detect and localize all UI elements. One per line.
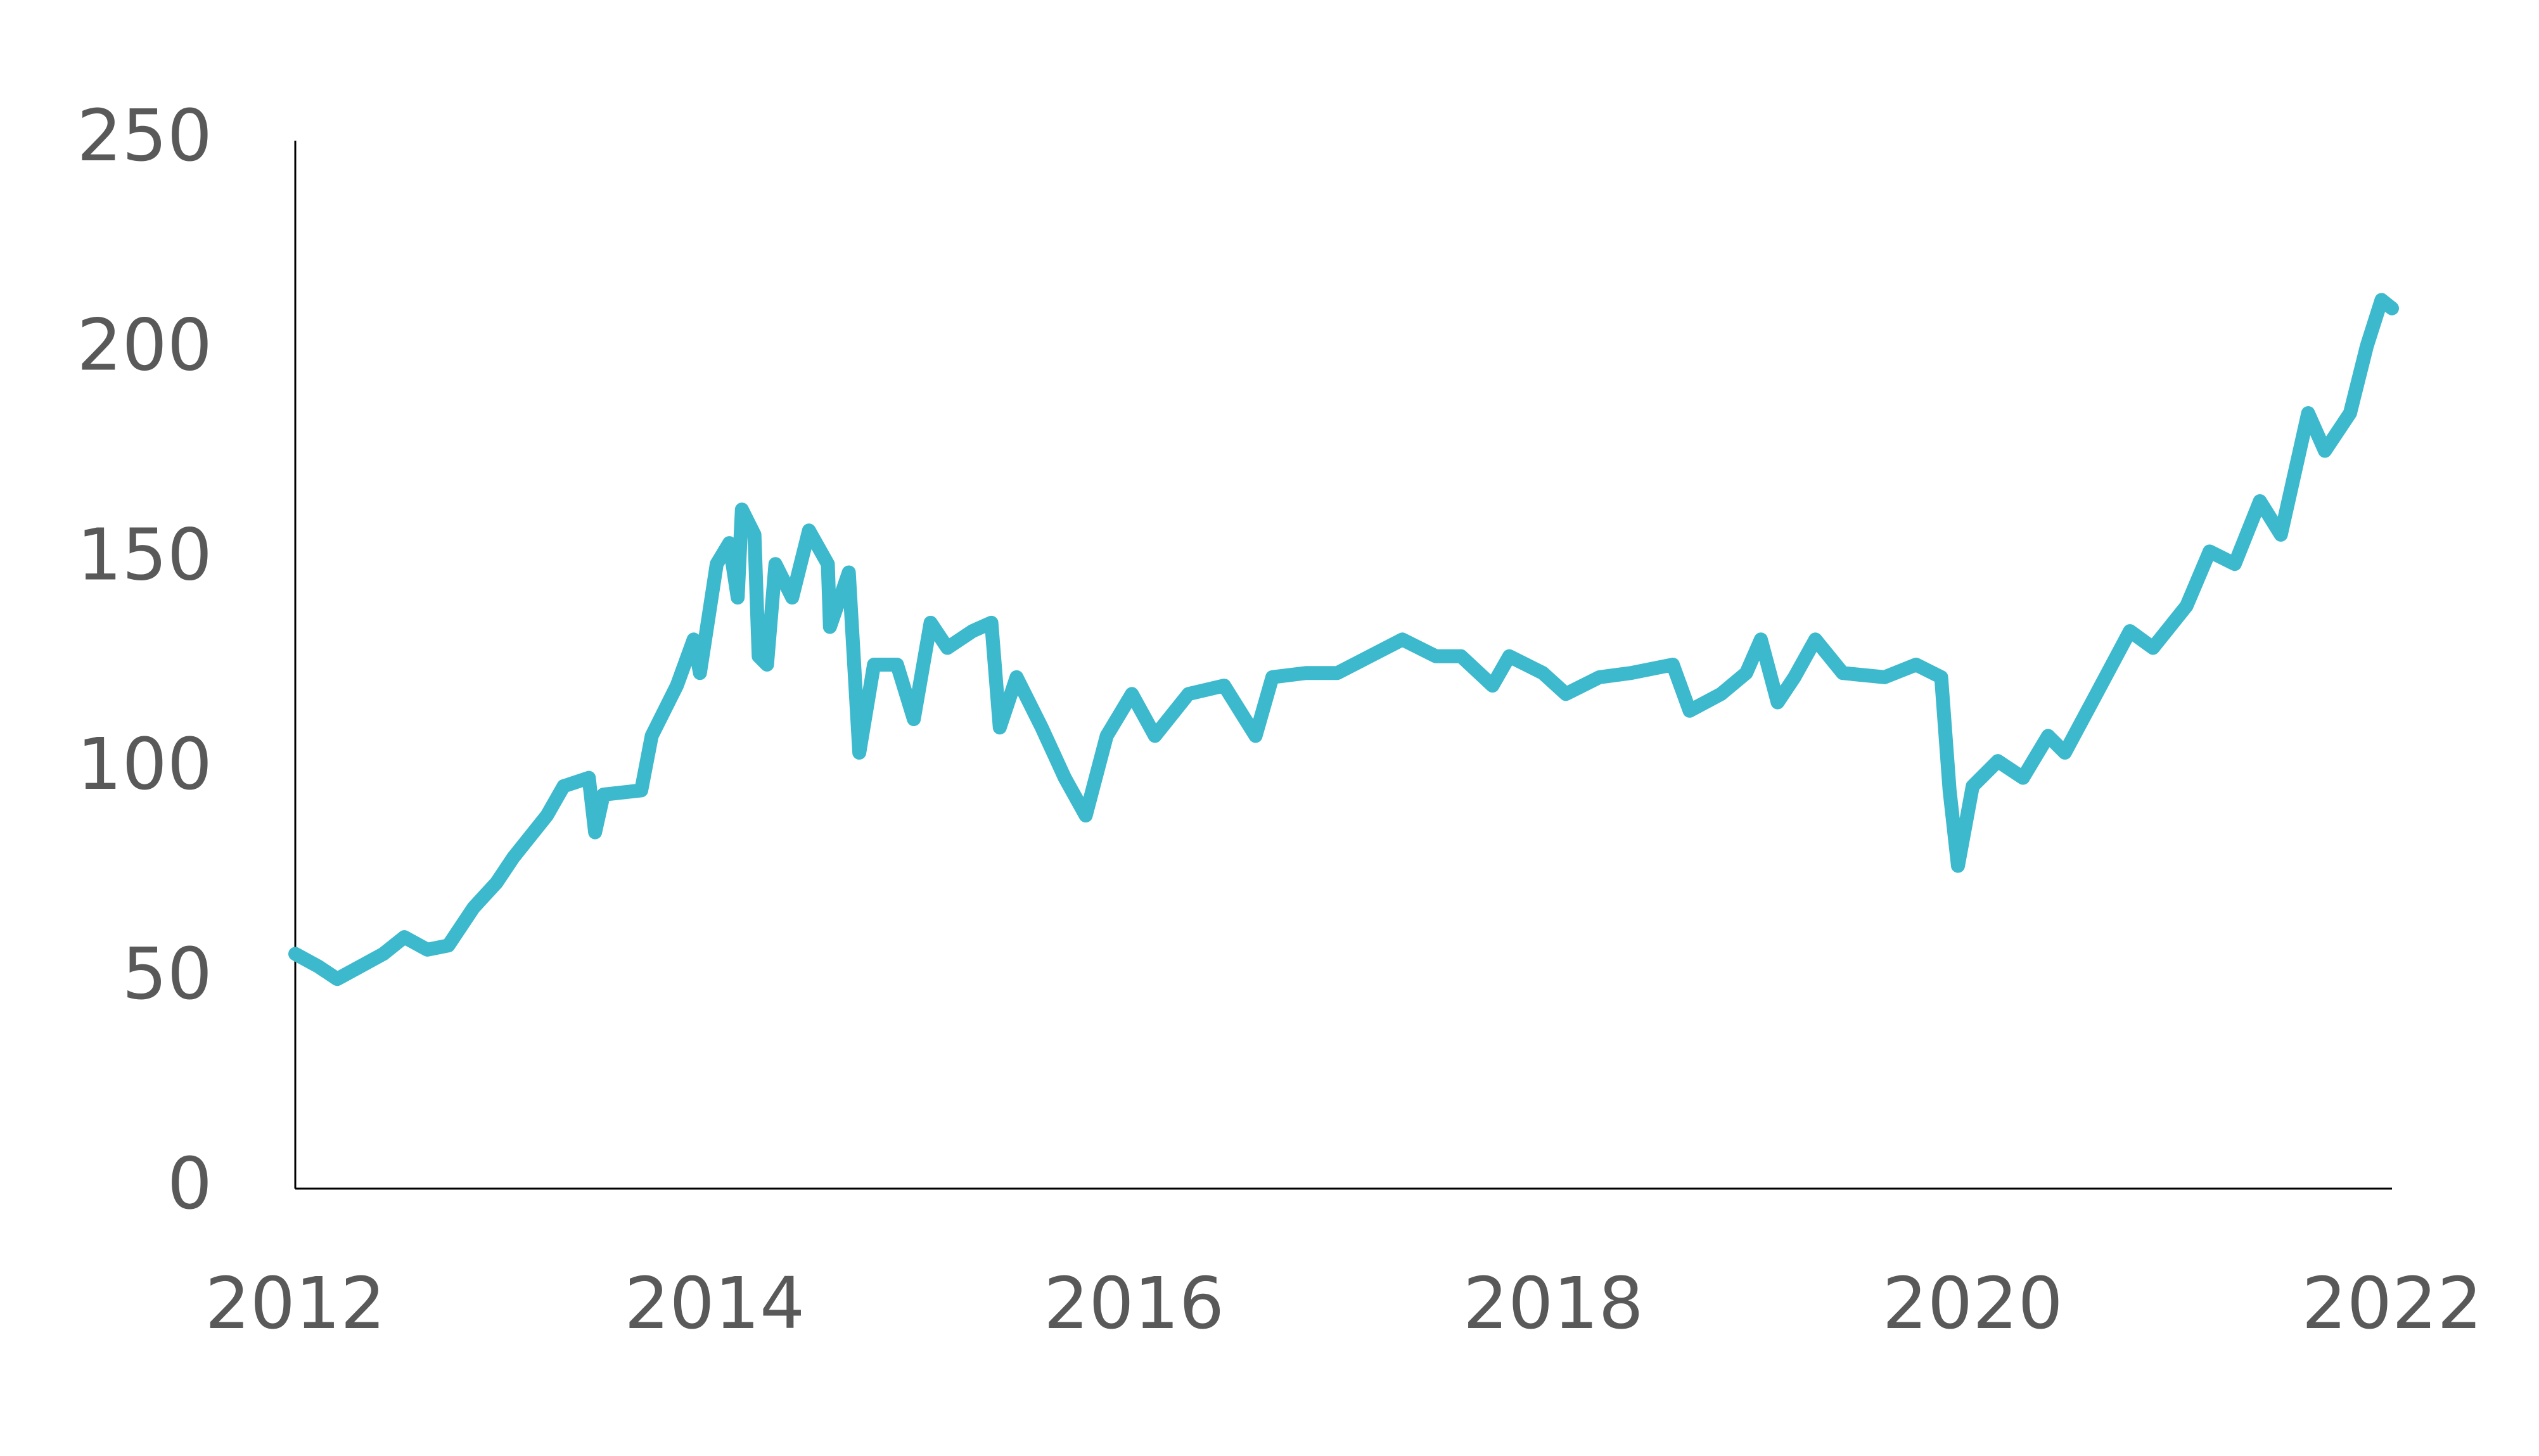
x-tick-label: 2020 xyxy=(1883,1263,2063,1345)
x-tick-label: 2012 xyxy=(205,1263,385,1345)
y-tick-label: 0 xyxy=(167,1143,212,1225)
line xyxy=(288,293,2399,987)
x-tick-label: 2022 xyxy=(2301,1263,2482,1345)
x-tick-label: 2014 xyxy=(624,1263,805,1345)
y-tick-label: 200 xyxy=(77,305,212,387)
x-tick-label: 2016 xyxy=(1044,1263,1224,1345)
y-tick-label: 150 xyxy=(77,514,212,596)
x-tick-label: 2018 xyxy=(1463,1263,1644,1345)
y-tick-label: 250 xyxy=(77,95,212,177)
y-tick-label: 100 xyxy=(77,724,212,806)
y-tick-label: 50 xyxy=(122,933,212,1016)
